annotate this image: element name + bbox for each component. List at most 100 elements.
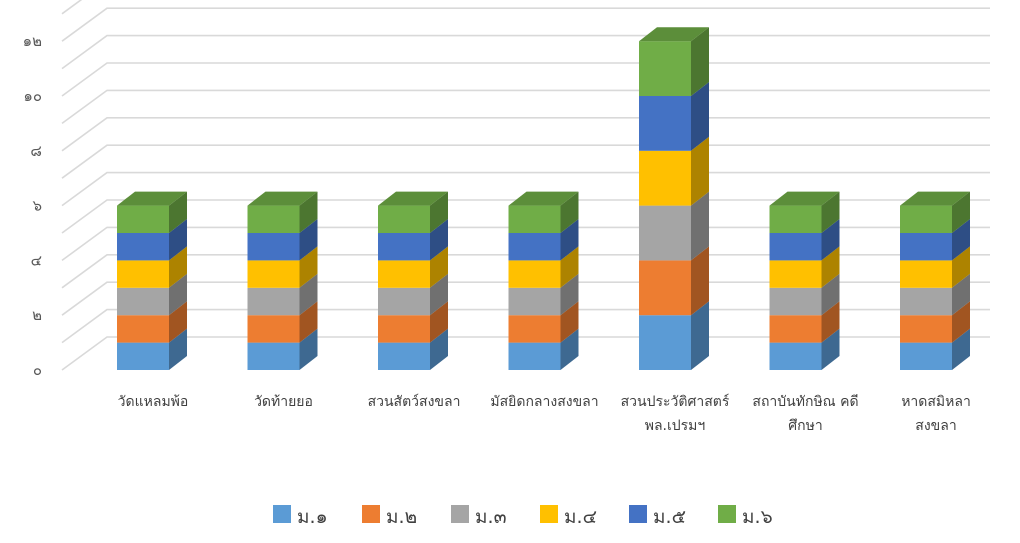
- y-tick-label: ๐: [33, 361, 42, 379]
- bar-front: [117, 342, 169, 370]
- bar-front: [117, 287, 169, 316]
- bar-side: [821, 219, 840, 261]
- bar-front: [247, 260, 300, 288]
- bar-side: [169, 301, 187, 343]
- bar-segment: [247, 191, 318, 233]
- bar-segment: [117, 273, 187, 316]
- legend-label: ม.๕: [653, 506, 686, 528]
- bar-segment: [117, 328, 187, 370]
- bar-front: [247, 315, 300, 343]
- bar-segment: [508, 301, 579, 343]
- bar-side: [299, 191, 318, 233]
- bar-side: [821, 301, 840, 343]
- bar-segment: [639, 246, 709, 316]
- bar-segment: [900, 301, 970, 343]
- y-tick-label: ๖: [32, 197, 42, 215]
- y-axis-ticks: ๐ ๒ ๔ ๖ ๘ ๑๐ ๑๒: [23, 32, 42, 379]
- legend-item: ม.๔: [540, 505, 597, 528]
- bar-front: [247, 287, 300, 316]
- bar-side: [821, 328, 840, 370]
- bar-segment: [247, 273, 318, 316]
- bar-side: [560, 301, 579, 343]
- bar-top: [508, 191, 579, 206]
- bar-side: [691, 82, 709, 151]
- y-tick-label: ๒: [32, 306, 42, 324]
- bar-segment: [508, 273, 579, 316]
- legend-item: ม.๒: [362, 505, 417, 528]
- legend-label: ม.๖: [742, 506, 773, 528]
- bar-front: [769, 260, 822, 288]
- bar-front: [378, 233, 430, 261]
- bar-side: [299, 273, 318, 316]
- legend-swatch: [451, 505, 469, 523]
- bar-front: [117, 315, 169, 343]
- bar-segment: [378, 301, 448, 343]
- bar-segment: [900, 191, 970, 233]
- bar-segment: [508, 191, 579, 233]
- legend-swatch: [629, 505, 647, 523]
- bar-side: [169, 191, 187, 233]
- bar-segment: [247, 301, 318, 343]
- bar-front: [900, 233, 952, 261]
- bar-front: [769, 205, 822, 233]
- bar-front: [378, 287, 430, 316]
- bar-top: [900, 191, 970, 206]
- legend-label: ม.๑: [297, 506, 328, 528]
- legend-item: ม.๓: [451, 505, 507, 528]
- x-category-label: หาดสมิหลาสงขลา: [901, 394, 971, 434]
- bar-stack: [508, 191, 579, 370]
- bar-side: [952, 219, 970, 261]
- bar-segment: [900, 328, 970, 370]
- legend-swatch: [718, 505, 736, 523]
- bar-segment: [769, 328, 840, 370]
- bar-side: [691, 136, 709, 206]
- bar-front: [639, 150, 691, 206]
- bar-front: [117, 233, 169, 261]
- bar-front: [639, 205, 691, 261]
- bar-side: [952, 246, 970, 288]
- bar-front: [769, 287, 822, 316]
- x-category-label: สวนสัตว์สงขลา: [368, 393, 461, 410]
- bar-front: [900, 315, 952, 343]
- bar-front: [508, 260, 561, 288]
- bar-side: [691, 27, 709, 97]
- bar-front: [900, 205, 952, 233]
- bar-side: [299, 219, 318, 261]
- bar-stack: [247, 191, 318, 370]
- y-tick-label: ๑๐: [23, 87, 42, 105]
- bar-front: [117, 205, 169, 233]
- bar-side: [691, 246, 709, 316]
- legend: ม.๑ ม.๒ ม.๓ ม.๔ ม.๕ ม.๖: [273, 505, 773, 528]
- bar-side: [430, 191, 448, 233]
- bar-segment: [900, 246, 970, 288]
- bar-stack: [639, 27, 709, 370]
- legend-swatch: [540, 505, 558, 523]
- bar-stack: [900, 191, 970, 370]
- bar-side: [430, 328, 448, 370]
- bar-side: [560, 273, 579, 316]
- x-category-label: วัดแหลมพ้อ: [118, 394, 189, 410]
- bar-front: [769, 315, 822, 343]
- bar-front: [639, 260, 691, 316]
- bar-segment: [900, 219, 970, 261]
- bar-segment: [639, 82, 709, 151]
- bar-front: [378, 205, 430, 233]
- bar-top: [247, 191, 318, 206]
- y-tick-label: ๑๒: [23, 32, 42, 50]
- bar-segment: [378, 246, 448, 288]
- bar-top: [378, 191, 448, 206]
- bar-front: [247, 342, 300, 370]
- bar-front: [508, 315, 561, 343]
- bar-segment: [378, 328, 448, 370]
- bar-side: [169, 246, 187, 288]
- bar-segment: [508, 328, 579, 370]
- bar-segment: [247, 246, 318, 288]
- bar-segment: [378, 191, 448, 233]
- bar-stack: [378, 191, 448, 370]
- x-category-label: สวนประวัติศาสตร์พล.เปรมฯ: [621, 393, 730, 434]
- bar-side: [430, 246, 448, 288]
- bar-side: [952, 191, 970, 233]
- bar-front: [117, 260, 169, 288]
